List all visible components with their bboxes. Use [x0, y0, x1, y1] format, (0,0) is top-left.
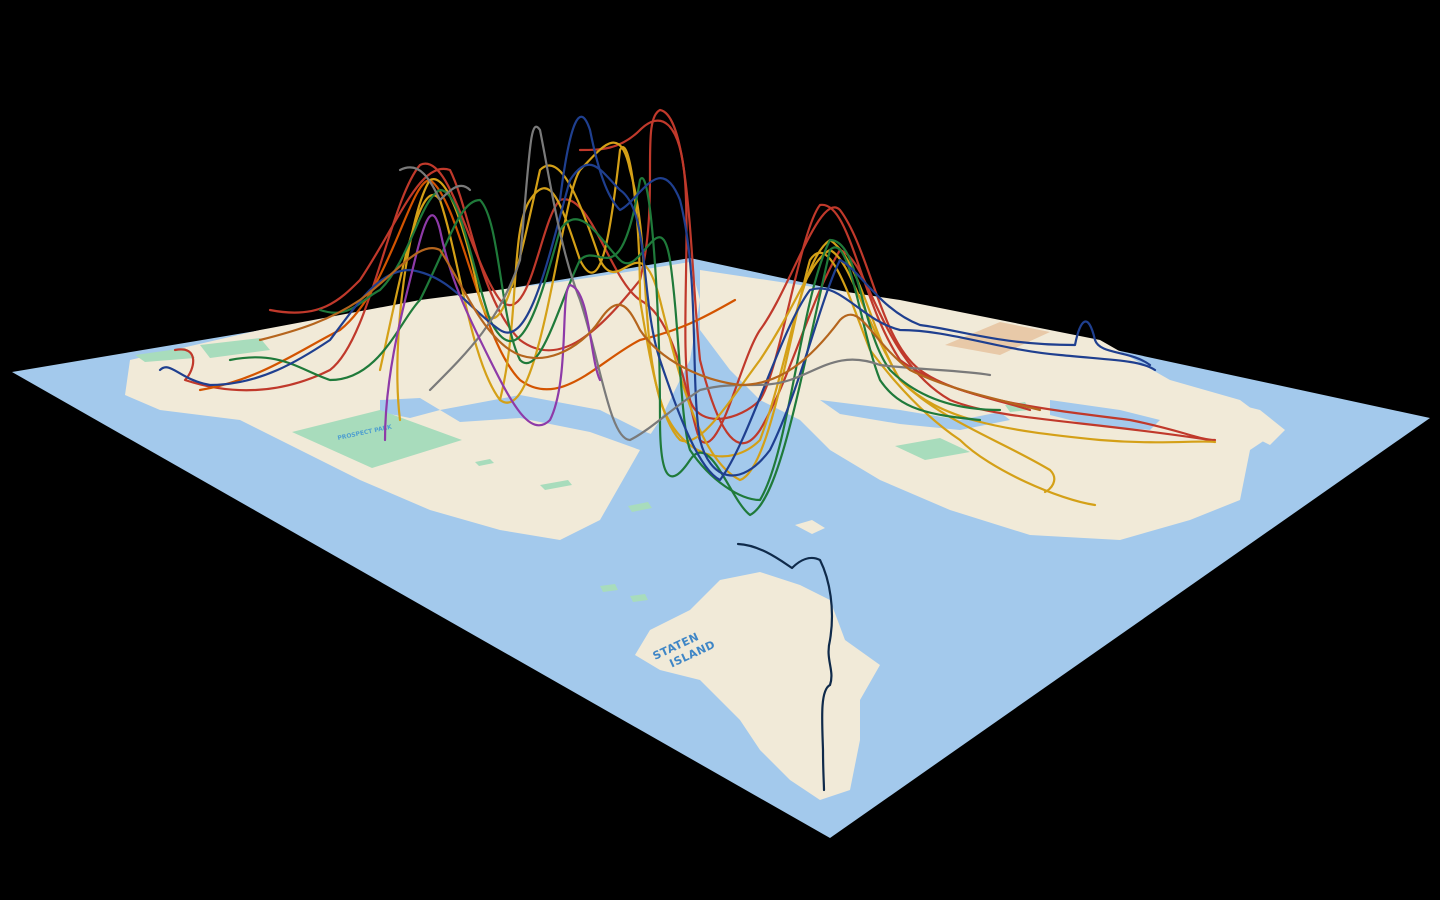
park-pelham — [135, 348, 195, 362]
park-prospect — [292, 410, 462, 468]
route-green-1 — [318, 188, 1002, 502]
park-flushing — [895, 438, 970, 460]
route-gray-1 — [428, 125, 992, 442]
harlem-river — [380, 398, 440, 418]
newtown-creek — [820, 400, 1010, 430]
park-central — [540, 480, 572, 490]
route-purple-1 — [383, 214, 602, 442]
route-gray-2 — [398, 166, 472, 202]
route-yellow-3 — [498, 146, 1056, 494]
land-queens-brooklyn — [700, 270, 1280, 540]
route-blue-2 — [558, 115, 1152, 477]
east-river — [440, 395, 730, 510]
park-small-2 — [628, 502, 652, 512]
route-navy-staten — [736, 542, 834, 792]
route-brown-1 — [258, 247, 1042, 412]
park-small-1 — [475, 459, 494, 466]
route-red-3 — [578, 119, 1032, 421]
land-governors-island — [795, 520, 825, 534]
land-staten-island — [635, 572, 880, 800]
route-blue-1 — [158, 163, 1157, 482]
jamaica-bay — [1050, 400, 1160, 430]
route-orange-1 — [198, 178, 737, 392]
park-layer — [135, 338, 1030, 602]
park-small-3 — [600, 584, 618, 592]
land-long-island-tip — [1120, 380, 1285, 445]
route-green-2 — [228, 176, 982, 517]
route-yellow-2 — [396, 164, 1097, 507]
subway-routes-layer — [158, 108, 1217, 792]
park-small-4 — [630, 594, 648, 602]
park-van-cortlandt — [200, 338, 270, 358]
river-layer — [380, 395, 1160, 510]
